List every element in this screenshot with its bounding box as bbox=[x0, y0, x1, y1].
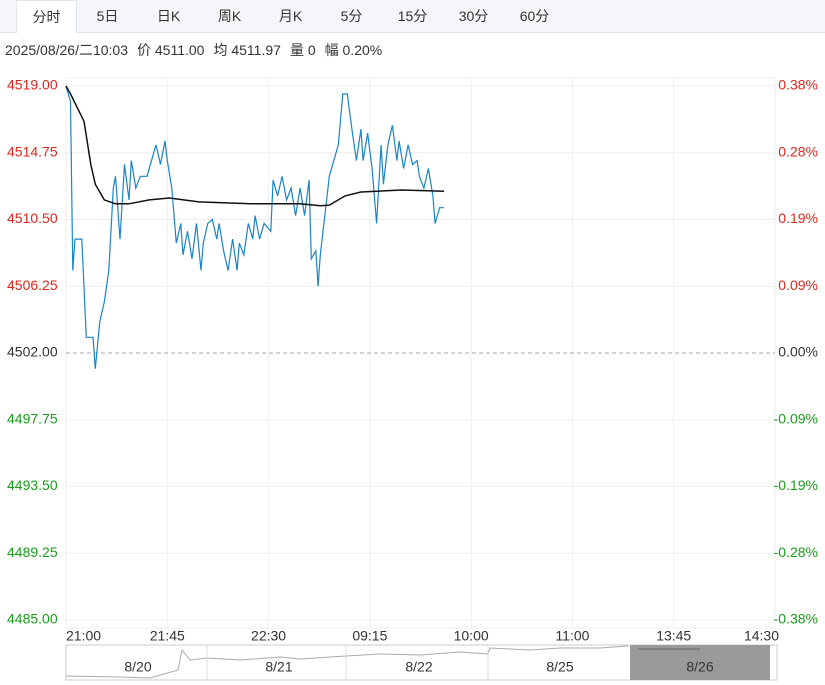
y2-tick-label: 0.00% bbox=[778, 344, 818, 360]
x-tick-label: 14:30 bbox=[744, 628, 779, 644]
x-tick-label: 13:45 bbox=[656, 628, 691, 644]
grid bbox=[65, 78, 776, 628]
x-tick-label: 09:15 bbox=[352, 628, 387, 644]
info-item: 价 4511.00 bbox=[137, 42, 205, 58]
x-tick-label: 21:00 bbox=[66, 628, 101, 644]
navigator-label: 8/25 bbox=[546, 659, 573, 675]
y-tick-label: 4506.25 bbox=[7, 277, 58, 293]
info-item: 量 0 bbox=[289, 42, 316, 58]
tab[interactable]: 30分 bbox=[458, 8, 489, 24]
y2-tick-label: -0.28% bbox=[774, 544, 818, 560]
y2-tick-label: 0.28% bbox=[778, 143, 818, 159]
y2-tick-label: 0.38% bbox=[778, 77, 818, 93]
x-tick-label: 22:30 bbox=[251, 628, 286, 644]
x-tick-label: 11:00 bbox=[555, 628, 589, 644]
y-tick-label: 4510.50 bbox=[7, 210, 58, 226]
y2-tick-label: 0.19% bbox=[778, 210, 818, 226]
navigator-label: 8/26 bbox=[686, 659, 713, 675]
y2-tick-label: -0.09% bbox=[774, 410, 818, 426]
tab-bar: 分时 5日 日K 周K 月K 5分 15分 30分 60分 bbox=[0, 0, 825, 33]
tab[interactable]: 15分 bbox=[397, 8, 428, 24]
price-line bbox=[65, 85, 445, 369]
y-tick-label: 4497.75 bbox=[7, 410, 58, 426]
navigator-label: 8/22 bbox=[405, 659, 432, 675]
y-tick-label: 4493.50 bbox=[7, 477, 58, 493]
tab[interactable]: 日K bbox=[156, 8, 181, 24]
navigator bbox=[65, 644, 778, 681]
y-tick-label: 4489.25 bbox=[7, 544, 58, 560]
navigator-label: 8/21 bbox=[265, 659, 292, 675]
tab[interactable]: 月K bbox=[278, 8, 303, 24]
tab[interactable]: 60分 bbox=[519, 8, 550, 24]
y-tick-label: 4519.00 bbox=[7, 77, 58, 93]
tab[interactable]: 周K bbox=[217, 8, 242, 24]
info-item: 幅 0.20% bbox=[324, 42, 383, 58]
tab[interactable]: 5日 bbox=[96, 8, 119, 24]
y2-tick-label: 0.09% bbox=[778, 277, 818, 293]
info-item: 2025/08/26/二10:03 bbox=[5, 42, 128, 58]
y-tick-label: 4502.00 bbox=[7, 344, 58, 360]
y-tick-label: 4514.75 bbox=[7, 143, 58, 159]
y-tick-label: 4485.00 bbox=[7, 611, 58, 627]
navigator-line bbox=[65, 645, 629, 679]
x-tick-label: 21:45 bbox=[150, 628, 185, 644]
y2-tick-label: -0.38% bbox=[774, 611, 818, 627]
y2-tick-label: -0.19% bbox=[774, 477, 818, 493]
info-item: 均 4511.97 bbox=[213, 42, 281, 58]
price-line bbox=[65, 85, 445, 207]
navigator-label: 8/20 bbox=[124, 659, 151, 675]
tab[interactable]: 5分 bbox=[340, 8, 363, 24]
x-tick-label: 10:00 bbox=[454, 628, 489, 644]
navigator-selection[interactable] bbox=[630, 645, 770, 680]
info-line: 2025/08/26/二10:03 价 4511.00 均 4511.97 量 0 幅 … bbox=[5, 40, 391, 60]
tab[interactable]: 分时 bbox=[16, 0, 77, 33]
